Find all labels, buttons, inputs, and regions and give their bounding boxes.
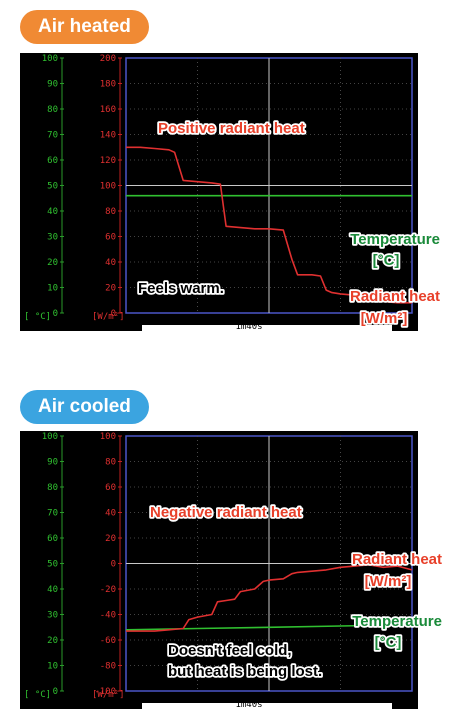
- left-tick-label: 10: [47, 662, 58, 672]
- right-tick-label: -60: [100, 636, 116, 646]
- right-tick-label: 80: [105, 458, 116, 468]
- left-tick-label: 90: [47, 80, 58, 90]
- positive-radiant-heat-annotation: Positive radiant heat: [158, 120, 305, 137]
- radiant-heat-unit-annotation: [W/m²]: [361, 310, 408, 327]
- air-heated-label: Air heated: [20, 10, 149, 44]
- radiant-heat-annotation: Radiant heat: [352, 551, 442, 568]
- right-tick-label: 160: [100, 105, 116, 115]
- left-tick-label: 80: [47, 105, 58, 115]
- left-tick-label: 50: [47, 182, 58, 192]
- radiant-heat-annotation: Radiant heat: [350, 288, 440, 305]
- air-cooled-chart: 0 10 20 30 40 50 60 70 80 90 100 -100 -80 -60 -40 -20 0 2…: [20, 432, 444, 710]
- left-tick-label: 40: [47, 207, 58, 217]
- right-tick-label: 80: [105, 207, 116, 217]
- right-axis-unit: [W/m²]: [92, 312, 125, 322]
- right-tick-label: 120: [100, 156, 116, 166]
- left-tick-label: 60: [47, 156, 58, 166]
- left-tick-label: 40: [47, 585, 58, 595]
- left-tick-label: 80: [47, 483, 58, 493]
- time-axis-label: 1m40s: [235, 322, 262, 332]
- left-tick-label: 20: [47, 636, 58, 646]
- right-tick-label: 60: [105, 483, 116, 493]
- right-tick-label: 180: [100, 80, 116, 90]
- temperature-unit-annotation: [°C]: [375, 634, 402, 651]
- right-tick-label: 200: [100, 54, 116, 64]
- right-tick-label: 100: [100, 432, 116, 442]
- heat-being-lost-annotation: but heat is being lost.: [168, 663, 322, 680]
- radiant-heat-series-line: [126, 564, 413, 632]
- left-tick-label: 70: [47, 131, 58, 141]
- radiant-heat-unit-annotation: [W/m²]: [365, 573, 412, 590]
- right-tick-label: 40: [105, 509, 116, 519]
- right-tick-label: 20: [105, 284, 116, 294]
- left-tick-label: 70: [47, 509, 58, 519]
- air-cooled-label: Air cooled: [20, 390, 149, 424]
- left-tick-label: 30: [47, 611, 58, 621]
- temperature-annotation: Temperature: [352, 613, 442, 630]
- left-tick-label: 0: [53, 309, 58, 319]
- left-tick-label: 0: [53, 687, 58, 697]
- air-heated-chart-panel: 0 10 20 30 40 50 60 70 80 90 100 0 20 40 60 80 100 120 140…: [20, 53, 442, 332]
- negative-radiant-heat-annotation: Negative radiant heat: [150, 504, 302, 521]
- right-tick-label: -80: [100, 662, 116, 672]
- left-tick-label: 30: [47, 233, 58, 243]
- feels-warm-annotation: Feels warm.: [138, 280, 224, 297]
- right-tick-label: -100: [94, 687, 116, 697]
- time-axis-label: 1m40s: [235, 700, 262, 710]
- air-cooled-chart-panel: 0 10 20 30 40 50 60 70 80 90 100 -100 -80 -60 -40 -20 0 2…: [20, 431, 444, 710]
- right-axis-unit: [W/m²]: [92, 690, 125, 700]
- left-tick-label: 100: [42, 432, 58, 442]
- left-tick-label: 50: [47, 560, 58, 570]
- doesnt-feel-cold-annotation: Doesn't feel cold,: [168, 642, 292, 659]
- right-tick-label: 20: [105, 534, 116, 544]
- right-tick-label: -40: [100, 611, 116, 621]
- right-tick-label: 0: [111, 309, 116, 319]
- right-tick-label: 40: [105, 258, 116, 268]
- temperature-annotation: Temperature: [350, 231, 440, 248]
- right-tick-label: 0: [111, 560, 116, 570]
- right-tick-label: 60: [105, 233, 116, 243]
- left-tick-label: 20: [47, 258, 58, 268]
- left-tick-label: 90: [47, 458, 58, 468]
- time-start-label: 0s: [130, 700, 141, 710]
- left-tick-label: 60: [47, 534, 58, 544]
- temperature-unit-annotation: [°C]: [373, 252, 400, 269]
- radiant-heat-series-line: [126, 146, 412, 304]
- left-tick-label: 10: [47, 284, 58, 294]
- left-tick-label: 100: [42, 54, 58, 64]
- right-tick-label: 100: [100, 182, 116, 192]
- left-axis-unit: [ °C]: [24, 312, 51, 322]
- air-heated-chart: 0 10 20 30 40 50 60 70 80 90 100 0 20 40 60 80 100 120 140…: [20, 54, 442, 332]
- right-tick-label: 140: [100, 131, 116, 141]
- right-tick-label: -20: [100, 585, 116, 595]
- time-scrollbar: [142, 325, 392, 331]
- left-axis-unit: [ °C]: [24, 690, 51, 700]
- time-scrollbar: [142, 703, 392, 709]
